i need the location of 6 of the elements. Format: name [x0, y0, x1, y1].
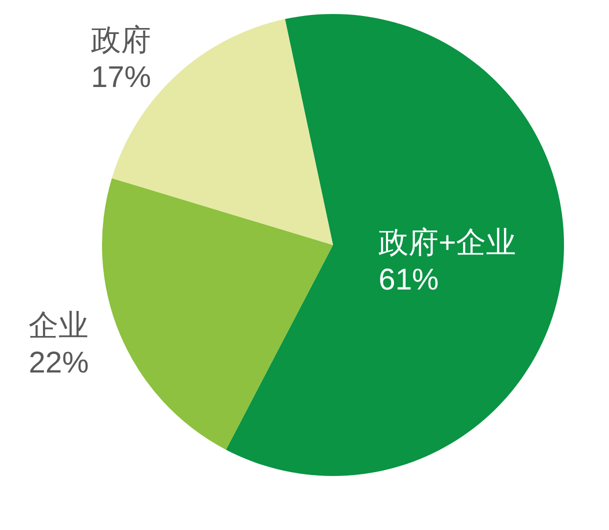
- slice-label: 企业: [28, 309, 89, 342]
- data-label: 61%: [378, 264, 439, 297]
- slice-label: 政府+企业: [378, 226, 516, 260]
- slice-label: 政府: [90, 24, 151, 57]
- data-label: 22%: [28, 346, 89, 380]
- data-label: 17%: [90, 60, 152, 94]
